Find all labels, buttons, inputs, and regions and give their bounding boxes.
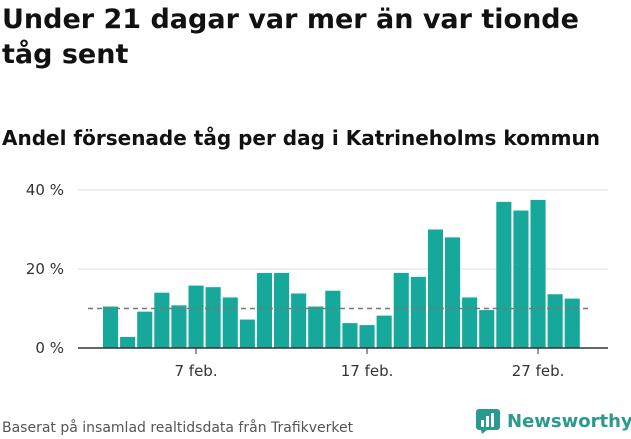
bar bbox=[239, 319, 255, 348]
bar bbox=[120, 336, 136, 348]
bar bbox=[496, 201, 512, 348]
newsworthy-logo-text: Newsworthy bbox=[507, 410, 631, 432]
bar bbox=[137, 311, 153, 348]
x-tick-label: 17 feb. bbox=[341, 362, 394, 380]
bar bbox=[325, 290, 341, 348]
bar bbox=[188, 285, 204, 348]
y-tick-label: 0 % bbox=[35, 339, 64, 357]
bar bbox=[171, 305, 187, 348]
newsworthy-logo-icon bbox=[476, 409, 500, 434]
bar bbox=[376, 315, 392, 348]
bar bbox=[462, 297, 478, 348]
bar bbox=[103, 306, 119, 348]
newsworthy-logo[interactable]: Newsworthy bbox=[475, 408, 631, 434]
source-note: Baserat på insamlad realtidsdata från Tr… bbox=[2, 420, 354, 436]
chart-subtitle: Andel försenade tåg per dag i Katrinehol… bbox=[2, 126, 600, 150]
x-tick-label: 27 feb. bbox=[512, 362, 565, 380]
bar bbox=[479, 310, 495, 348]
bar bbox=[222, 297, 238, 348]
bar bbox=[154, 292, 170, 348]
bar bbox=[274, 272, 290, 348]
bar-chart: 0 % 20 % 40 % 7 feb. 17 feb. 27 feb. bbox=[26, 181, 608, 380]
bar bbox=[205, 287, 221, 348]
bar bbox=[359, 325, 375, 348]
bar bbox=[445, 237, 461, 348]
bar bbox=[393, 272, 409, 348]
x-tick-label: 7 feb. bbox=[174, 362, 217, 380]
bar bbox=[513, 210, 529, 348]
bar bbox=[564, 298, 580, 348]
bar bbox=[410, 276, 426, 348]
bar bbox=[291, 293, 307, 348]
y-tick-label: 40 % bbox=[26, 181, 64, 199]
bar bbox=[547, 294, 563, 348]
y-tick-label: 20 % bbox=[26, 260, 64, 278]
bar bbox=[342, 323, 358, 348]
bar bbox=[256, 272, 272, 348]
bar bbox=[427, 229, 443, 348]
bar bbox=[530, 199, 546, 348]
chart-title: Under 21 dagar var mer än var tionde tåg… bbox=[2, 4, 579, 70]
bar bbox=[308, 306, 324, 348]
